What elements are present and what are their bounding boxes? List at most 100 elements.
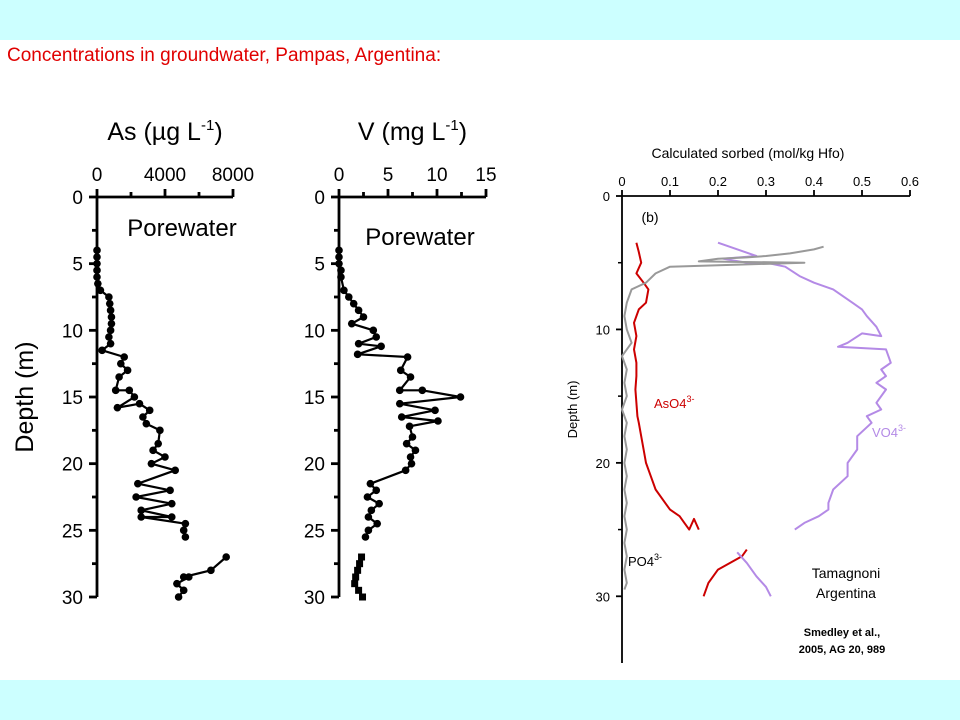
series-label-po4: PO43- (628, 552, 662, 569)
data-point (372, 333, 381, 341)
series-line (736, 551, 772, 597)
data-point (107, 313, 116, 321)
data-point (367, 506, 376, 515)
chart-as: 0 4000 8000 0 5 10 15 20 25 30 As (µg L-1) Depth (m… (11, 117, 254, 609)
data-point (94, 279, 102, 288)
data-point (168, 499, 176, 508)
data-point (123, 366, 132, 375)
data-point (130, 393, 139, 401)
data-point (405, 422, 414, 431)
y-tick-label: 20 (304, 455, 325, 476)
data-point (403, 353, 412, 361)
chart-sorbed: 0 0.1 0.2 0.3 0.4 0.5 0.6 0 10 20 30 Calculated sor… (565, 145, 919, 663)
annotation-porewater: Porewater (365, 224, 474, 251)
data-point (418, 386, 427, 395)
data-point (105, 333, 113, 341)
data-point (98, 346, 106, 355)
data-point (145, 406, 154, 415)
data-point (337, 273, 345, 281)
data-point (354, 566, 362, 574)
data-point (431, 406, 439, 415)
data-point (111, 386, 120, 395)
x-tick-label: 0 (334, 165, 345, 186)
data-point (105, 299, 114, 308)
data-point (337, 266, 345, 275)
data-point (117, 359, 125, 368)
data-point (347, 319, 356, 328)
data-point (364, 526, 373, 535)
data-point (135, 399, 144, 408)
data-point (125, 386, 134, 395)
series-line (621, 245, 824, 590)
data-point (222, 553, 230, 561)
data-point (456, 393, 465, 401)
data-point (340, 286, 348, 295)
site-label: Argentina (816, 585, 876, 601)
data-point (369, 326, 378, 335)
data-point (364, 513, 373, 521)
x-tick-label: 0 (92, 165, 103, 186)
data-point (356, 560, 364, 568)
data-point (401, 466, 410, 475)
y-axis-label: Depth (m) (565, 381, 580, 439)
x-tick-label: 0.3 (757, 174, 775, 189)
y-tick-label: 30 (304, 588, 325, 609)
data-point (96, 286, 105, 295)
data-point (93, 273, 101, 281)
citation: Smedley et al., (804, 627, 880, 639)
slide-title: Concentrations in groundwater, Pampas, A… (7, 45, 442, 66)
data-point (434, 417, 442, 425)
y-tick-label: 10 (596, 322, 610, 337)
header-band (0, 0, 960, 40)
y-tick-label: 10 (62, 321, 83, 342)
data-point (132, 493, 140, 501)
data-point (106, 339, 115, 348)
data-point (181, 519, 190, 528)
data-point (171, 466, 179, 475)
x-tick-label: 0.1 (661, 174, 679, 189)
data-point (134, 479, 142, 488)
panel-label: (b) (641, 209, 658, 225)
series-label-vo4: VO43- (872, 423, 906, 440)
y-tick-label: 20 (596, 456, 610, 471)
data-point (351, 580, 359, 588)
data-point (137, 506, 145, 515)
series-line (633, 242, 700, 531)
data-point (354, 339, 363, 348)
data-point (406, 453, 415, 461)
data-point (375, 499, 383, 508)
data-point (353, 350, 362, 359)
data-point (355, 586, 363, 594)
y-tick-label: 15 (304, 388, 325, 409)
data-point (207, 566, 215, 575)
data-point (105, 293, 113, 301)
y-tick-label: 0 (314, 188, 325, 209)
data-point (174, 593, 183, 601)
data-point (359, 593, 367, 601)
data-point (335, 246, 343, 255)
chart-v: 0 5 10 15 0 5 10 15 20 25 30 V (mg L-1) Porewater (304, 117, 497, 609)
x-tick-label: 10 (426, 165, 447, 186)
data-point (113, 403, 122, 412)
chart-title: Calculated sorbed (mol/kg Hfo) (652, 145, 845, 161)
x-tick-label: 5 (383, 165, 394, 186)
data-point (345, 293, 353, 301)
y-tick-label: 30 (62, 588, 83, 609)
data-point (395, 386, 404, 395)
y-tick-label: 25 (62, 521, 83, 542)
x-tick-label: 8000 (212, 165, 254, 186)
y-tick-label: 5 (314, 255, 325, 276)
annotation-porewater: Porewater (127, 215, 236, 242)
data-point (179, 526, 188, 535)
data-point (137, 513, 145, 521)
series-label-aso4: AsO43- (654, 394, 695, 411)
y-tick-label: 5 (72, 255, 83, 276)
x-tick-label: 15 (475, 165, 496, 186)
series-line (95, 250, 187, 538)
y-tick-label: 10 (304, 321, 325, 342)
data-point (352, 573, 360, 581)
data-point (354, 306, 363, 315)
series-line (702, 549, 748, 597)
data-point (363, 493, 372, 501)
